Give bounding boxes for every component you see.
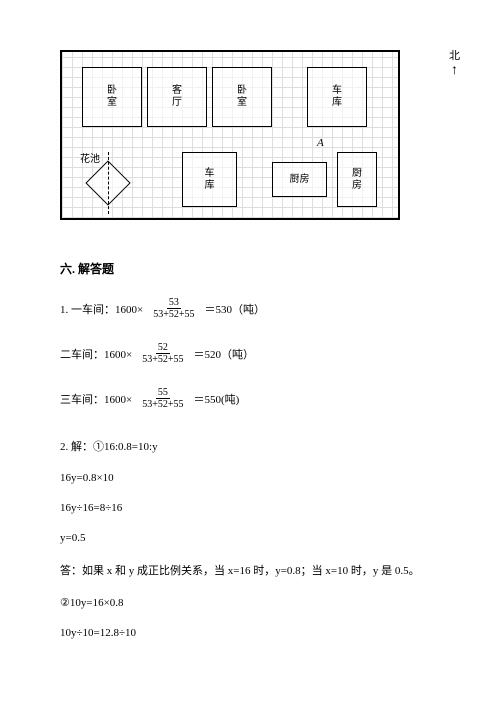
p2-line7: 10y÷10=12.8÷10: [60, 627, 440, 639]
north-arrow-icon: ↑: [449, 63, 460, 80]
room-kitchen2: 厨 房: [337, 152, 377, 207]
p1-w1-prefix: 1. 一车间：1600×: [60, 301, 143, 317]
p1-workshop1: 1. 一车间：1600× 53 53+52+55 ＝530（吨）: [60, 297, 440, 320]
p2-line2: 16y=0.8×10: [60, 472, 440, 484]
p2-line1: 2. 解：①16:0.8=10:y: [60, 438, 440, 454]
north-indicator: 北 ↑: [449, 50, 460, 80]
p1-w1-fraction: 53 53+52+55: [151, 297, 196, 320]
room-bedroom1: 卧 室: [82, 67, 142, 127]
section-title: 六. 解答题: [60, 260, 440, 277]
p1-w3-num: 55: [156, 387, 170, 399]
p1-w2-den: 53+52+55: [140, 354, 185, 365]
p1-w2-prefix: 二车间：1600×: [60, 346, 132, 362]
p2-line3: 16y÷16=8÷16: [60, 502, 440, 514]
room-bedroom2: 卧 室: [212, 67, 272, 127]
room-living: 客 厅: [147, 67, 207, 127]
flowerbed-label: 花池: [80, 150, 100, 165]
p1-w1-result: ＝530（吨）: [205, 301, 266, 317]
p2-line5: 答：如果 x 和 y 成正比例关系，当 x=16 时，y=0.8；当 x=10 …: [60, 562, 440, 578]
floorplan-diagram: 北 ↑ 卧 室 客 厅 卧 室 车 库 A 车 库 厨房 厨 房 花池: [60, 50, 440, 220]
p1-workshop3: 三车间：1600× 55 53+52+55 ＝550(吨): [60, 387, 440, 410]
room-garage1: 车 库: [307, 67, 367, 127]
p1-w3-den: 53+52+55: [140, 399, 185, 410]
p1-w1-den: 53+52+55: [151, 309, 196, 320]
room-garage2: 车 库: [182, 152, 237, 207]
p1-w3-fraction: 55 53+52+55: [140, 387, 185, 410]
p1-w2-fraction: 52 53+52+55: [140, 342, 185, 365]
p1-w3-prefix: 三车间：1600×: [60, 391, 132, 407]
point-a-label: A: [317, 137, 324, 149]
p2-line4: y=0.5: [60, 532, 440, 544]
p1-w1-num: 53: [167, 297, 181, 309]
p2-line6: ②10y=16×0.8: [60, 596, 440, 609]
p1-w3-result: ＝550(吨): [194, 391, 240, 407]
room-kitchen1: 厨房: [272, 162, 327, 197]
p1-w2-result: ＝520（吨）: [194, 346, 255, 362]
p1-w2-num: 52: [156, 342, 170, 354]
p1-workshop2: 二车间：1600× 52 53+52+55 ＝520（吨）: [60, 342, 440, 365]
flowerbed-axis: [108, 152, 109, 214]
north-text: 北: [449, 50, 460, 62]
floorplan-grid: 卧 室 客 厅 卧 室 车 库 A 车 库 厨房 厨 房 花池: [60, 50, 400, 220]
